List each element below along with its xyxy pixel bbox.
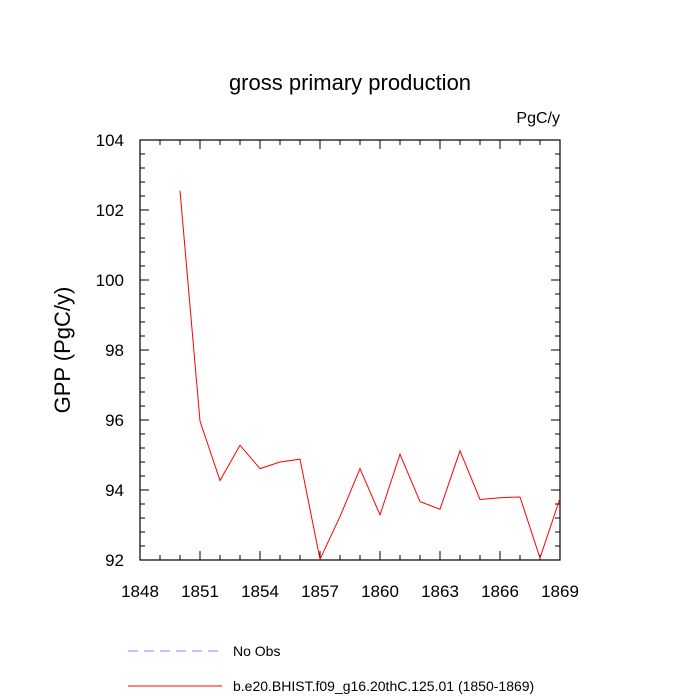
legend-label-1: b.e20.BHIST.f09_g16.20thC.125.01 (1850-1… [233,678,534,694]
y-tick-label: 98 [105,341,124,360]
chart-title: gross primary production [229,70,471,95]
y-tick-label: 100 [96,271,124,290]
y-axis-label: GPP (PgC/y) [50,287,75,414]
x-tick-label: 1848 [121,582,159,601]
legend-label-0: No Obs [233,643,280,659]
plot-frame [139,139,561,561]
x-tick-label: 1854 [241,582,279,601]
y-tick-label: 92 [105,551,124,570]
x-tick-label: 1863 [421,582,459,601]
x-tick-label: 1866 [481,582,519,601]
y-tick-label: 96 [105,411,124,430]
x-tick-label: 1851 [181,582,219,601]
y-tick-label: 94 [105,481,124,500]
units-label: PgC/y [516,110,560,127]
x-tick-label: 1860 [361,582,399,601]
y-tick-label: 102 [96,201,124,220]
x-tick-label: 1869 [541,582,579,601]
series-line-1 [179,190,561,561]
x-tick-label: 1857 [301,582,339,601]
y-tick-label: 104 [96,131,124,150]
